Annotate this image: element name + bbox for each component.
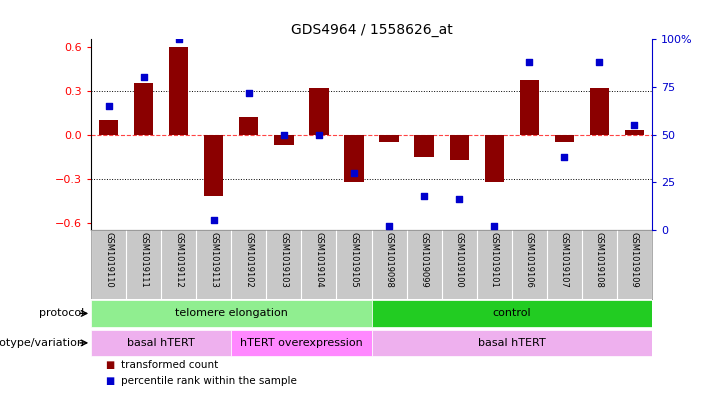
Bar — [372, 300, 652, 327]
Text: hTERT overexpression: hTERT overexpression — [240, 338, 363, 348]
Bar — [449, 134, 469, 160]
Title: GDS4964 / 1558626_at: GDS4964 / 1558626_at — [291, 23, 452, 37]
Bar — [590, 88, 609, 134]
Point — [489, 223, 500, 229]
Point — [138, 74, 149, 81]
Text: GSM1019105: GSM1019105 — [350, 232, 358, 288]
Point — [173, 36, 184, 42]
Text: GSM1019107: GSM1019107 — [560, 232, 569, 288]
Text: GSM1019102: GSM1019102 — [245, 232, 253, 288]
Text: GSM1019103: GSM1019103 — [280, 232, 288, 288]
Text: basal hTERT: basal hTERT — [478, 338, 545, 348]
Bar — [91, 300, 372, 327]
Text: GSM1019113: GSM1019113 — [210, 232, 218, 288]
Bar — [169, 47, 189, 134]
Bar — [414, 134, 434, 156]
Bar — [99, 120, 118, 134]
Text: GSM1019106: GSM1019106 — [525, 232, 533, 288]
Bar — [274, 134, 294, 145]
Text: GSM1019098: GSM1019098 — [385, 232, 393, 288]
Point — [208, 217, 219, 224]
Point — [243, 90, 254, 96]
Bar — [91, 330, 231, 356]
Bar — [231, 330, 372, 356]
Text: GSM1019110: GSM1019110 — [104, 232, 113, 288]
Bar — [239, 117, 259, 134]
Text: transformed count: transformed count — [121, 360, 218, 371]
Text: GSM1019099: GSM1019099 — [420, 232, 428, 288]
Text: GSM1019109: GSM1019109 — [630, 232, 639, 288]
Bar — [519, 80, 539, 134]
Bar — [134, 83, 154, 134]
Text: ■: ■ — [105, 360, 114, 371]
Bar — [204, 134, 224, 196]
Bar — [344, 134, 364, 182]
Point — [313, 131, 325, 138]
Point — [454, 196, 465, 202]
Point — [629, 122, 640, 128]
Bar — [554, 134, 574, 142]
Bar — [309, 88, 329, 134]
Bar — [484, 134, 504, 182]
Point — [383, 223, 395, 229]
Point — [594, 59, 605, 65]
Text: GSM1019100: GSM1019100 — [455, 232, 463, 288]
Text: ■: ■ — [105, 376, 114, 386]
Text: GSM1019104: GSM1019104 — [315, 232, 323, 288]
Text: percentile rank within the sample: percentile rank within the sample — [121, 376, 297, 386]
Text: GSM1019111: GSM1019111 — [139, 232, 148, 288]
Point — [418, 193, 430, 199]
Text: GSM1019101: GSM1019101 — [490, 232, 498, 288]
Point — [559, 154, 570, 161]
Text: protocol: protocol — [39, 309, 84, 318]
Bar — [625, 130, 644, 134]
Text: control: control — [492, 309, 531, 318]
Point — [103, 103, 114, 109]
Point — [524, 59, 535, 65]
Text: basal hTERT: basal hTERT — [128, 338, 195, 348]
Text: genotype/variation: genotype/variation — [0, 338, 84, 348]
Point — [278, 131, 290, 138]
Bar — [379, 134, 399, 142]
Text: telomere elongation: telomere elongation — [175, 309, 288, 318]
Bar — [372, 330, 652, 356]
Text: GSM1019108: GSM1019108 — [595, 232, 604, 288]
Point — [348, 170, 360, 176]
Text: GSM1019112: GSM1019112 — [175, 232, 183, 288]
